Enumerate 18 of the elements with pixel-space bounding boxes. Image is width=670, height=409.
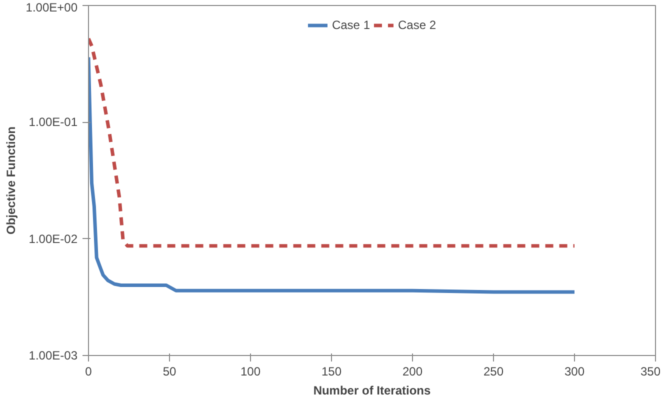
- x-tick-label: 350: [640, 364, 661, 378]
- x-tick-label: 100: [240, 364, 261, 378]
- x-tick-label: 300: [564, 364, 585, 378]
- x-tick-label: 200: [402, 364, 423, 378]
- x-axis-title: Number of Iterations: [313, 384, 431, 398]
- x-tick-label: 150: [321, 364, 342, 378]
- y-tick-label: 1.00E-01: [28, 115, 78, 130]
- line-series: [88, 36, 576, 248]
- y-tick-label: 1.00E+00: [26, 0, 78, 14]
- y-axis-title: Objective Function: [4, 126, 18, 235]
- x-tick-label: 50: [162, 364, 176, 378]
- x-tick-label: 0: [85, 364, 92, 378]
- x-tick-label: 250: [483, 364, 504, 378]
- legend-label: Case 2: [398, 18, 436, 32]
- y-tick-label: 1.00E-02: [28, 232, 78, 246]
- y-tick-label: 1.00E-03: [28, 348, 78, 362]
- line-series: [88, 56, 576, 294]
- legend-label: Case 1: [332, 18, 370, 32]
